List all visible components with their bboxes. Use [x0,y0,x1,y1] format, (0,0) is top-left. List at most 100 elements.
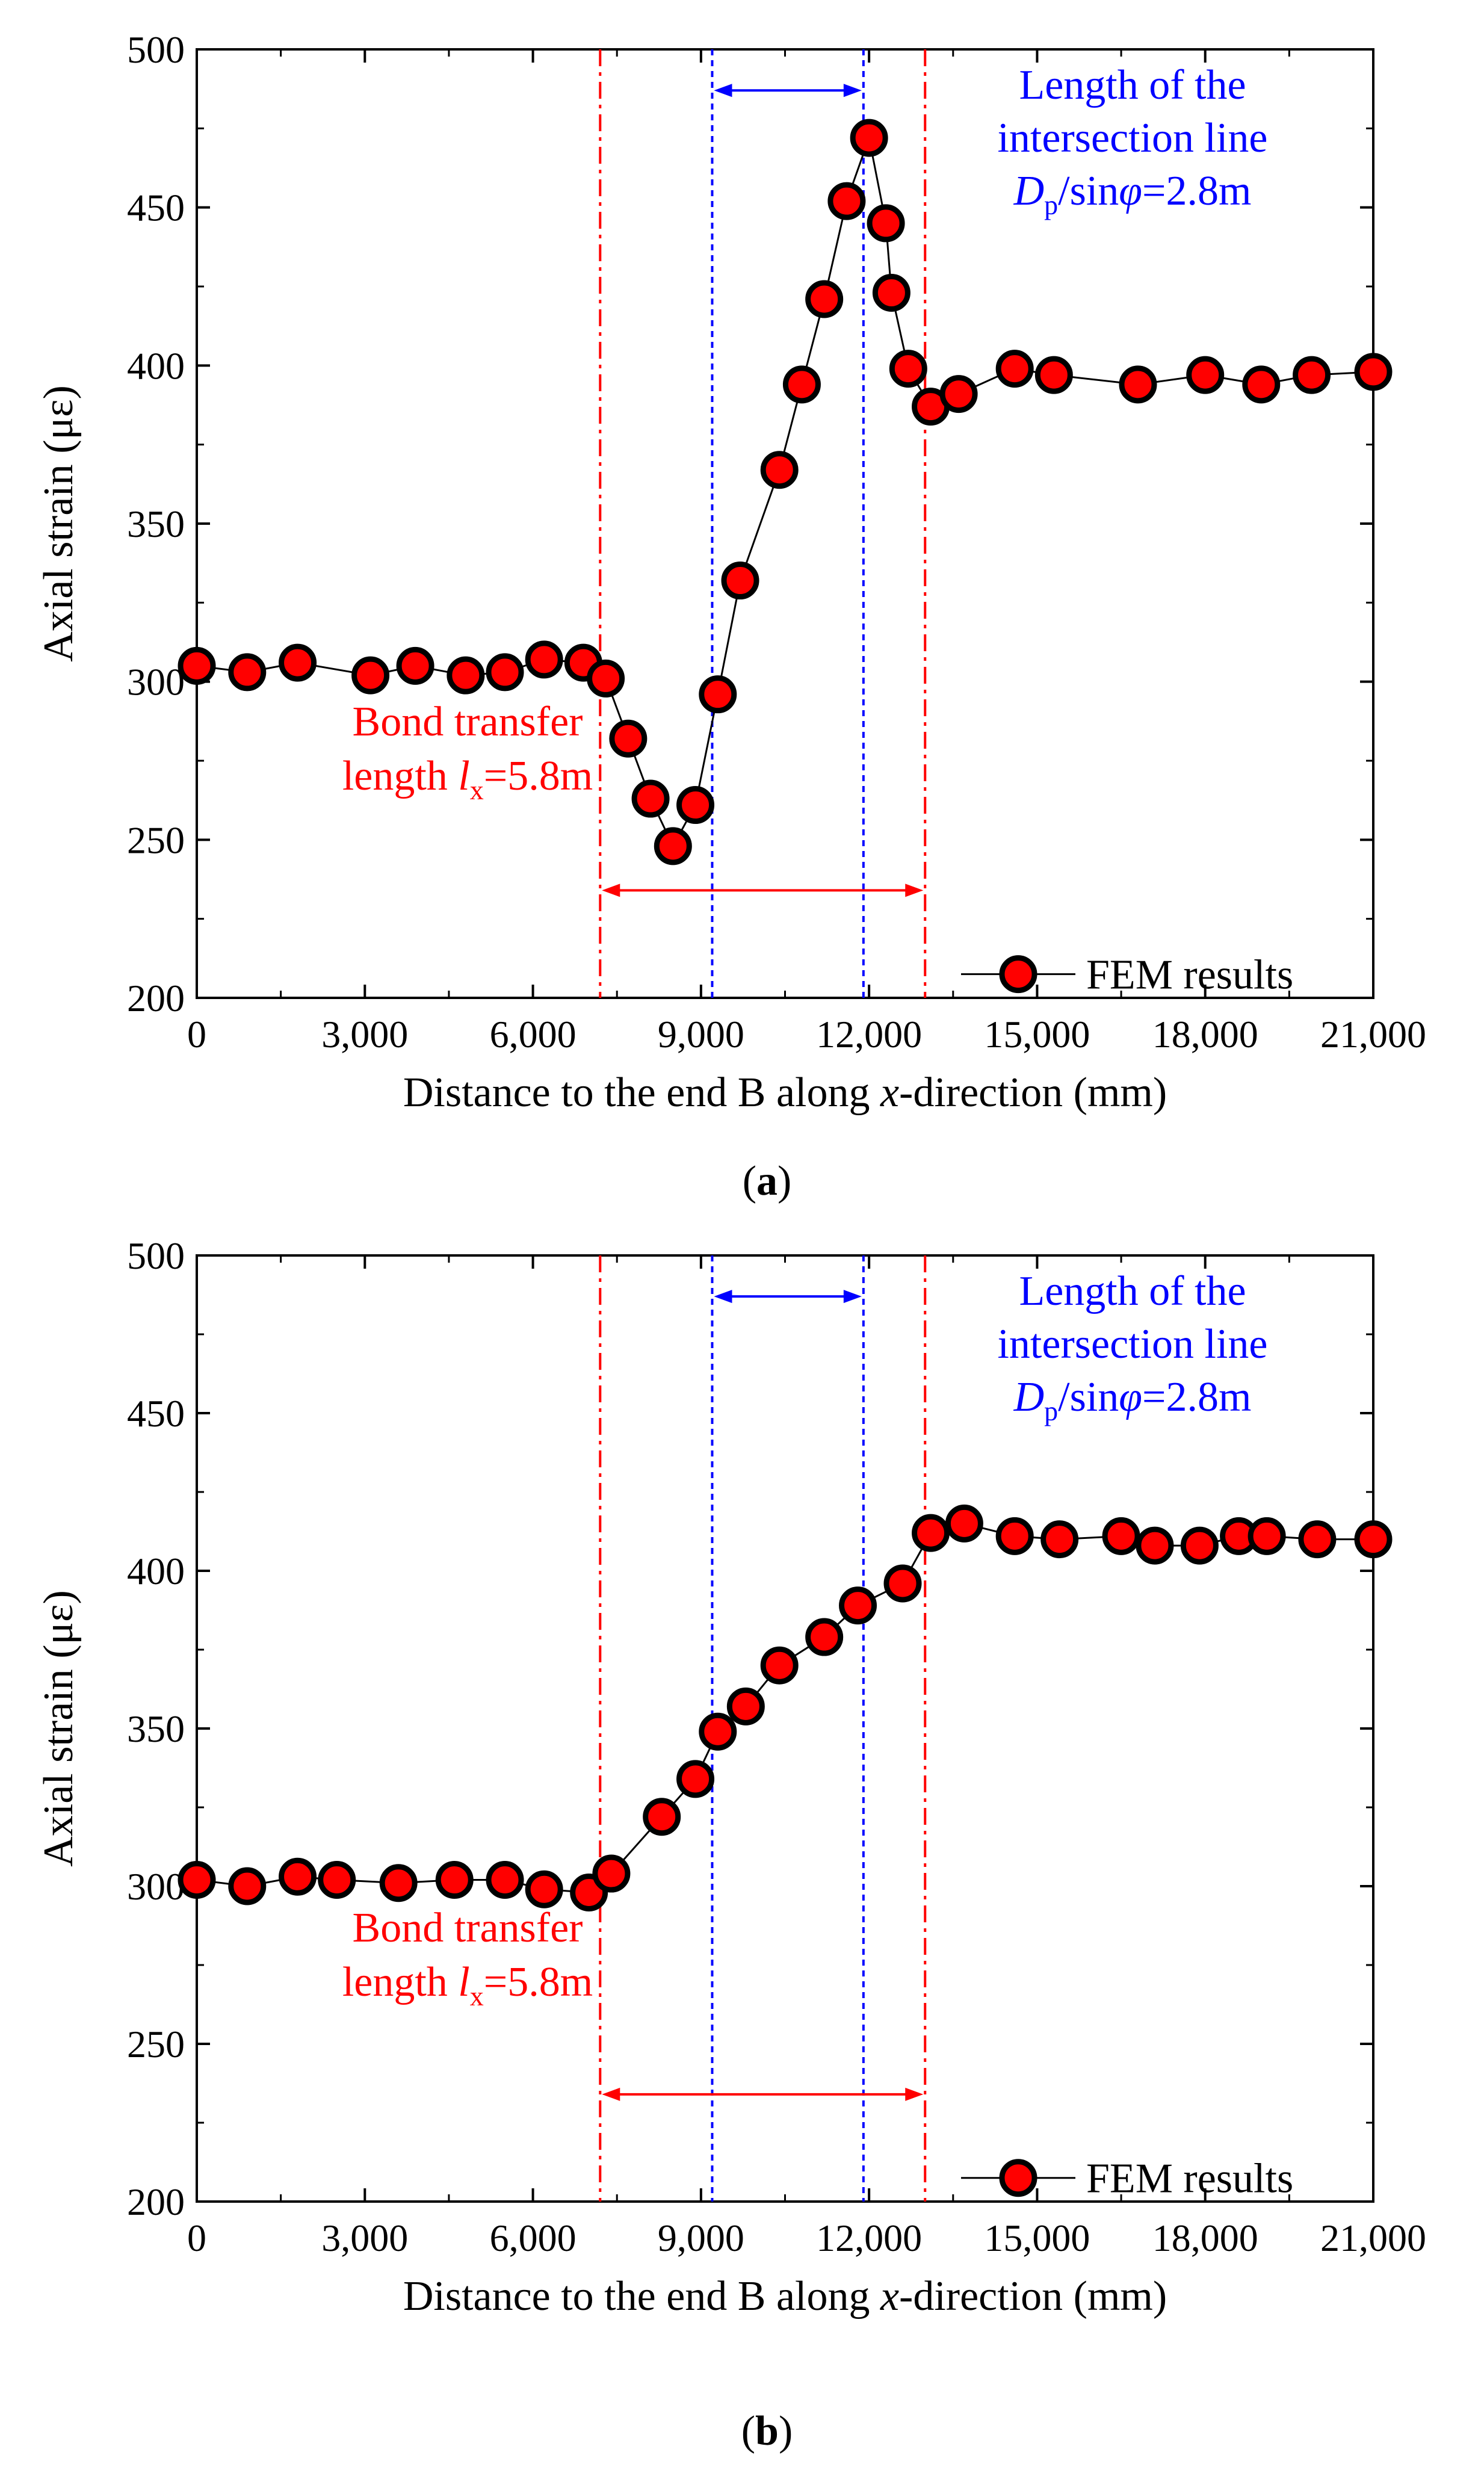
y-tick-label: 350 [127,503,185,545]
x-tick-label: 3,000 [321,2217,408,2259]
data-point [279,1857,317,1896]
y-tick-label: 500 [127,28,185,71]
data-point [587,659,625,698]
y-tick-label: 250 [127,2023,185,2066]
data-point [872,274,910,312]
data-point [1119,365,1157,404]
intersection-label-line3: Dp/sinφ=2.8m [1013,1374,1252,1426]
x-tick-label: 15,000 [984,2217,1090,2259]
data-point [525,1870,563,1908]
data-point [889,350,927,388]
y-tick-label: 400 [127,344,185,387]
x-tick-label: 18,000 [1152,2217,1258,2259]
data-point [279,643,317,682]
y-tick-label: 200 [127,2180,185,2223]
intersection-label-line3: Dp/sinφ=2.8m [1013,168,1252,220]
data-point [178,1861,216,1899]
y-tick-label: 450 [127,1392,185,1435]
data-point [396,646,434,685]
data-point [939,375,978,413]
intersection-length-arrow-head-left [714,1290,732,1304]
bond-length-arrow-head-left [602,2087,620,2101]
x-tick-label: 6,000 [490,1013,577,1056]
data-point [1242,365,1281,404]
data-point [1180,1526,1219,1565]
data-point [850,119,888,157]
legend-label: FEM results [1086,2156,1293,2202]
x-tick-label: 0 [187,1013,206,1056]
y-axis-title: Axial strain (με) [36,1590,82,1867]
bond-length-arrow-head-right [905,2087,924,2101]
data-point [1298,1520,1337,1559]
x-tick-label: 12,000 [816,1013,922,1056]
data-point [592,1854,631,1893]
data-point [676,1760,715,1798]
x-tick-label: 21,000 [1320,2217,1426,2259]
data-point [228,653,267,692]
data-point [867,204,905,243]
x-tick-label: 9,000 [658,2217,744,2259]
y-axis-title: Axial strain (με) [36,385,82,662]
data-point [726,1687,765,1725]
data-point [1102,1517,1140,1555]
data-point [631,779,670,818]
data-point [782,365,821,404]
data-point [676,786,715,825]
data-point [760,1646,799,1685]
data-point [1186,356,1225,394]
x-tick-label: 9,000 [658,1013,744,1056]
y-tick-label: 200 [127,977,185,1020]
data-point [228,1867,267,1905]
bond-length-arrow-head-right [905,884,924,897]
legend-label: FEM results [1086,952,1293,998]
panel-caption: (b) [741,2408,793,2454]
y-tick-label: 500 [127,1234,185,1277]
x-axis-title: Distance to the end B along x-direction … [403,2273,1167,2320]
data-point [839,1586,877,1625]
intersection-label-line1: Length of the [1019,1268,1246,1314]
x-tick-label: 3,000 [321,1013,408,1056]
series-line [196,1522,1373,1894]
data-point [351,656,390,695]
data-point [760,451,799,489]
x-tick-label: 12,000 [816,2217,922,2259]
y-tick-label: 250 [127,819,185,861]
data-point [995,350,1034,388]
y-tick-label: 350 [127,1707,185,1750]
data-point [654,827,692,865]
data-point [827,182,866,220]
panel-caption: (a) [743,1158,792,1204]
x-tick-label: 15,000 [984,1013,1090,1056]
data-point [1040,1520,1079,1559]
y-tick-label: 400 [127,1550,185,1592]
bond-length-arrow-head-left [602,884,620,897]
y-tick-label: 450 [127,187,185,229]
x-tick-label: 18,000 [1152,1013,1258,1056]
x-tick-label: 0 [187,2217,206,2259]
data-point [447,656,485,695]
data-point [1293,356,1331,394]
data-point [379,1864,418,1902]
data-point [912,1514,950,1552]
data-point [1354,353,1393,391]
intersection-length-arrow-head-right [843,84,862,97]
data-point [1354,1520,1393,1559]
data-point [721,562,759,600]
data-point [435,1861,474,1899]
intersection-length-arrow-head-left [714,84,732,97]
data-point [805,1618,844,1656]
data-point [178,646,216,685]
data-point [1136,1526,1174,1565]
data-point [883,1564,922,1603]
data-point [805,280,844,318]
panel-b: 200 250 300 350 400 450 500 0 3,000 6,000 9,000 12,… [36,1234,1426,2454]
data-point [318,1861,356,1899]
data-point [609,719,648,758]
data-point [486,653,524,692]
intersection-label-line2: intersection line [997,115,1267,161]
data-point [525,640,563,679]
x-axis-title: Distance to the end B along x-direction … [403,1069,1167,1116]
legend-marker [999,2159,1037,2197]
data-point [945,1504,983,1543]
